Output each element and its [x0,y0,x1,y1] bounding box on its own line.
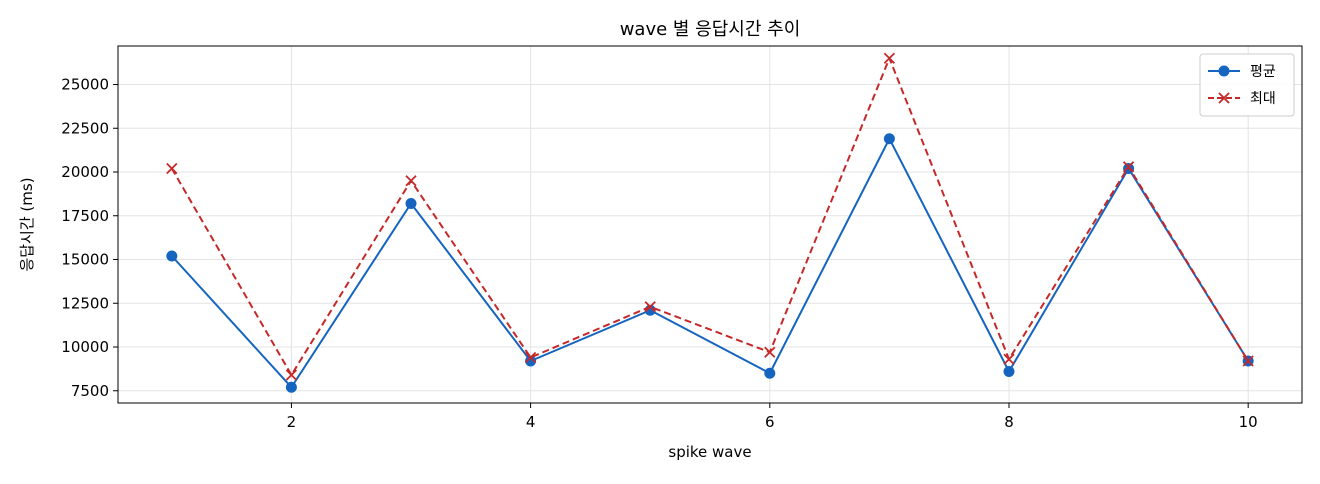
axis-ticks: 2 4 6 8 10 7500 10000 12500 15000 17500 20000 22500… [61,76,1257,432]
x-tick-label: 8 [1004,413,1014,431]
series-1-point [1003,366,1015,377]
series-2-point [166,162,178,175]
series-2-point [1003,353,1015,365]
series-2-point [644,301,656,313]
y-tick-label: 17500 [61,207,109,225]
y-tick-label: 7500 [71,382,109,400]
y-axis-label: 응답시간 (ms) [18,177,36,271]
series-2 [166,52,1254,381]
x-tick-label: 4 [526,413,536,431]
series-2-point [883,52,896,64]
series-1-point [405,198,417,209]
legend-box [1199,53,1295,117]
series-2-line [170,57,1250,376]
y-tick-label: 12500 [61,294,109,312]
series-group [166,52,1254,393]
series-1-point [166,250,178,262]
series-1-point [285,381,297,393]
series-1-point [764,367,776,379]
chart-title: wave 별 응답시간 추이 [620,19,801,40]
series-2-point [405,175,417,187]
x-tick-label: 6 [765,413,775,431]
y-tick-label: 20000 [61,163,109,181]
x-tick-label: 10 [1239,413,1258,431]
legend-label: 최대 [1250,91,1276,107]
x-axis-label: spike wave [668,443,751,461]
series-2-point [764,346,776,358]
y-tick-label: 25000 [61,76,109,94]
y-tick-label: 15000 [61,251,109,269]
legend-swatch-marker [1218,92,1230,104]
x-tick-label: 2 [287,413,297,431]
legend-swatch-marker [1218,65,1230,77]
series-2-point [524,351,537,364]
legend-item-2: 최대 [1208,91,1276,107]
series-2-point [285,369,298,381]
grid-lines [118,46,1302,403]
series-2-point [1122,161,1135,173]
y-tick-label: 22500 [61,119,109,137]
legend-label: 평균 [1250,64,1276,80]
plot-frame [117,45,1303,404]
series-2-point [1242,355,1254,367]
y-tick-label: 10000 [61,338,109,356]
series-1 [166,133,1254,393]
series-1-point [525,355,537,367]
series-1-point [883,133,895,145]
series-1-line [171,137,1250,389]
legend-item-1: 평균 [1208,64,1276,80]
